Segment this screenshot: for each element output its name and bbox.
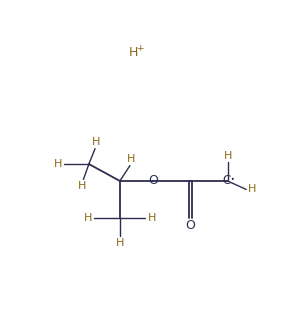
Text: H: H — [223, 151, 232, 160]
Text: H: H — [54, 159, 62, 169]
Text: +: + — [136, 44, 144, 53]
Text: H: H — [127, 154, 136, 164]
Text: H: H — [248, 185, 257, 195]
Text: C: C — [222, 175, 230, 187]
Text: O: O — [148, 175, 158, 187]
Text: O: O — [185, 219, 195, 232]
Text: H: H — [84, 213, 92, 223]
Text: H: H — [92, 137, 100, 147]
Text: H: H — [78, 181, 86, 191]
Text: H: H — [129, 46, 139, 59]
Text: ·: · — [229, 171, 234, 189]
Text: H: H — [148, 213, 156, 223]
Text: H: H — [116, 238, 124, 247]
